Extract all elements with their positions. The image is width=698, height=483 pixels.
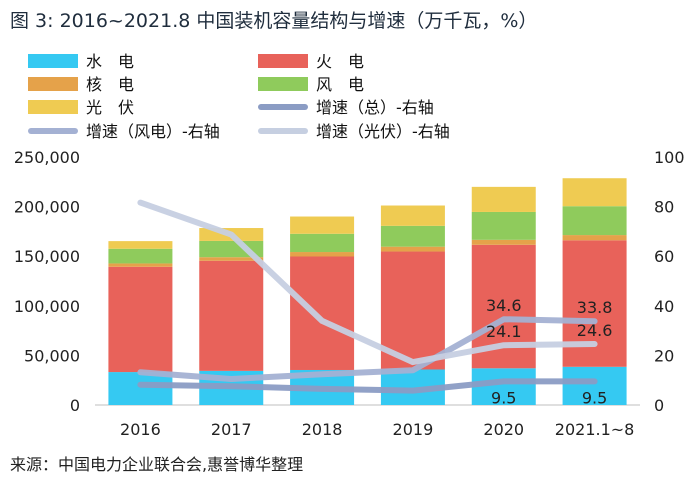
legend-swatch — [28, 128, 78, 134]
bar-segment — [380, 225, 445, 247]
y-tick-label: 200,000 — [14, 198, 80, 217]
bar-segment — [471, 186, 536, 212]
bar-segment — [471, 211, 536, 240]
legend-label: 风 电 — [316, 75, 365, 94]
legend-swatch — [258, 54, 308, 68]
legend-label: 增速（总）-右轴 — [316, 98, 434, 117]
series-line — [137, 199, 598, 366]
bar-segment — [471, 368, 536, 405]
bar-segment — [199, 260, 264, 371]
x-tick-label: 2020 — [483, 420, 524, 439]
bar-segment — [108, 248, 173, 264]
y-tick-label: 0 — [70, 396, 80, 415]
bar-segment — [562, 235, 627, 241]
legend-label: 核 电 — [86, 75, 135, 94]
bar-segment — [380, 205, 445, 226]
bar-segment — [290, 256, 355, 370]
legend-swatch — [258, 128, 308, 134]
y-tick-label: 50,000 — [24, 346, 80, 365]
series-line — [137, 378, 598, 394]
legend: 水 电 火 电核 电 风 电光 伏 增速（总）-右轴增速（风电）-右轴 增速（光伏）-右… — [0, 0, 698, 141]
legend-swatch — [258, 104, 308, 110]
bar-segment — [108, 241, 173, 249]
bar-segment — [562, 206, 627, 236]
x-tick-label: 2018 — [302, 420, 343, 439]
legend-label: 增速（风电）-右轴 — [86, 122, 220, 141]
data-label: 9.5 — [491, 388, 516, 407]
bar-segment — [380, 246, 445, 252]
legend-label: 增速（光伏）-右轴 — [316, 122, 450, 141]
legend-label: 水 电 — [86, 52, 135, 71]
legend-swatch — [28, 54, 78, 68]
bar-segment — [562, 178, 627, 207]
bar-segment — [290, 252, 355, 257]
y2-tick-label: 60 — [654, 247, 674, 266]
y2-tick-label: 80 — [654, 198, 674, 217]
x-tick-label: 2021.1~8 — [555, 420, 635, 439]
x-tick-label: 2016 — [120, 420, 161, 439]
x-tick-label: 2017 — [211, 420, 252, 439]
data-label: 33.8 — [577, 298, 613, 317]
data-label: 9.5 — [582, 388, 607, 407]
legend-swatch — [28, 100, 78, 114]
y2-tick-label: 0 — [654, 396, 664, 415]
source-note: 来源：中国电力企业联合会,惠誉博华整理 — [10, 455, 304, 474]
data-label: 24.6 — [577, 321, 613, 340]
chart-title: 图 3: 2016~2021.8 中国装机容量结构与增速（万千瓦，%） — [10, 10, 538, 32]
bar-segment — [290, 216, 355, 234]
bar-segment — [108, 266, 173, 373]
data-label: 34.6 — [486, 296, 522, 315]
legend-label: 火 电 — [316, 52, 365, 71]
bar-segment — [562, 366, 627, 405]
bar-segment — [290, 233, 355, 253]
x-tick-label: 2019 — [393, 420, 434, 439]
y-tick-label: 250,000 — [14, 148, 80, 167]
bar-segment — [108, 263, 173, 267]
legend-swatch — [28, 77, 78, 91]
y2-tick-label: 100 — [654, 148, 685, 167]
legend-label: 光 伏 — [86, 98, 135, 117]
series-line — [137, 316, 598, 382]
legend-swatch — [258, 77, 308, 91]
bar-segment — [108, 372, 173, 405]
bar-segment — [471, 239, 536, 245]
y-tick-label: 150,000 — [14, 247, 80, 266]
data-label: 24.1 — [486, 322, 522, 341]
y2-tick-label: 20 — [654, 346, 674, 365]
bar-segment — [199, 257, 264, 261]
y2-tick-label: 40 — [654, 297, 674, 316]
y-tick-label: 100,000 — [14, 297, 80, 316]
